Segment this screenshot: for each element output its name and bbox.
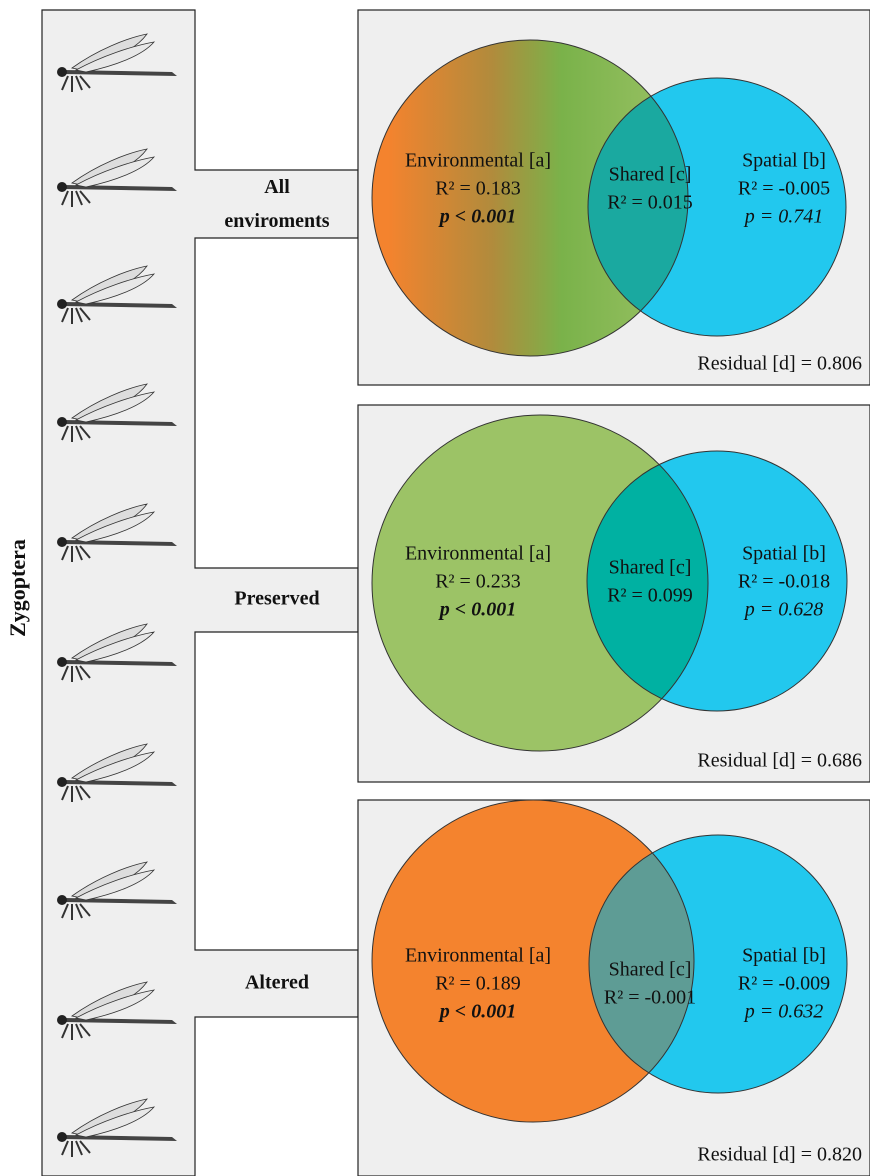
spatial-label: Spatial [b] — [742, 543, 826, 565]
spatial-p: p = 0.628 — [743, 599, 824, 621]
environmental-label: Environmental [a] — [405, 150, 551, 172]
environmental-p: p < 0.001 — [438, 1001, 516, 1023]
spatial-label: Spatial [b] — [742, 945, 826, 967]
group-label: Preserved — [234, 588, 319, 610]
environmental-r2: R² = 0.233 — [435, 571, 521, 593]
spatial-r2: R² = -0.005 — [738, 178, 830, 200]
environmental-r2: R² = 0.183 — [435, 178, 521, 200]
spatial-label: Spatial [b] — [742, 150, 826, 172]
environmental-p: p < 0.001 — [438, 206, 516, 228]
residual-label: Residual [d] = 0.686 — [697, 750, 862, 772]
group-label: Altered — [245, 972, 309, 994]
environmental-label: Environmental [a] — [405, 945, 551, 967]
figure: Zygoptera AllenviromentsEnvironmental [a… — [0, 0, 870, 1176]
environmental-p: p < 0.001 — [438, 599, 516, 621]
side-label: Zygoptera — [5, 539, 30, 637]
shared-label: Shared [c] — [609, 164, 692, 186]
environmental-r2: R² = 0.189 — [435, 973, 521, 995]
environmental-label: Environmental [a] — [405, 543, 551, 565]
spatial-p: p = 0.741 — [743, 206, 824, 228]
shared-label: Shared [c] — [609, 557, 692, 579]
shared-r2: R² = 0.099 — [607, 585, 693, 607]
spatial-r2: R² = -0.009 — [738, 973, 830, 995]
shared-r2: R² = 0.015 — [607, 192, 693, 214]
shared-label: Shared [c] — [609, 959, 692, 981]
shared-r2: R² = -0.001 — [604, 987, 696, 1009]
spatial-p: p = 0.632 — [743, 1001, 824, 1023]
spatial-r2: R² = -0.018 — [738, 571, 830, 593]
residual-label: Residual [d] = 0.806 — [697, 353, 862, 375]
residual-label: Residual [d] = 0.820 — [697, 1144, 862, 1166]
